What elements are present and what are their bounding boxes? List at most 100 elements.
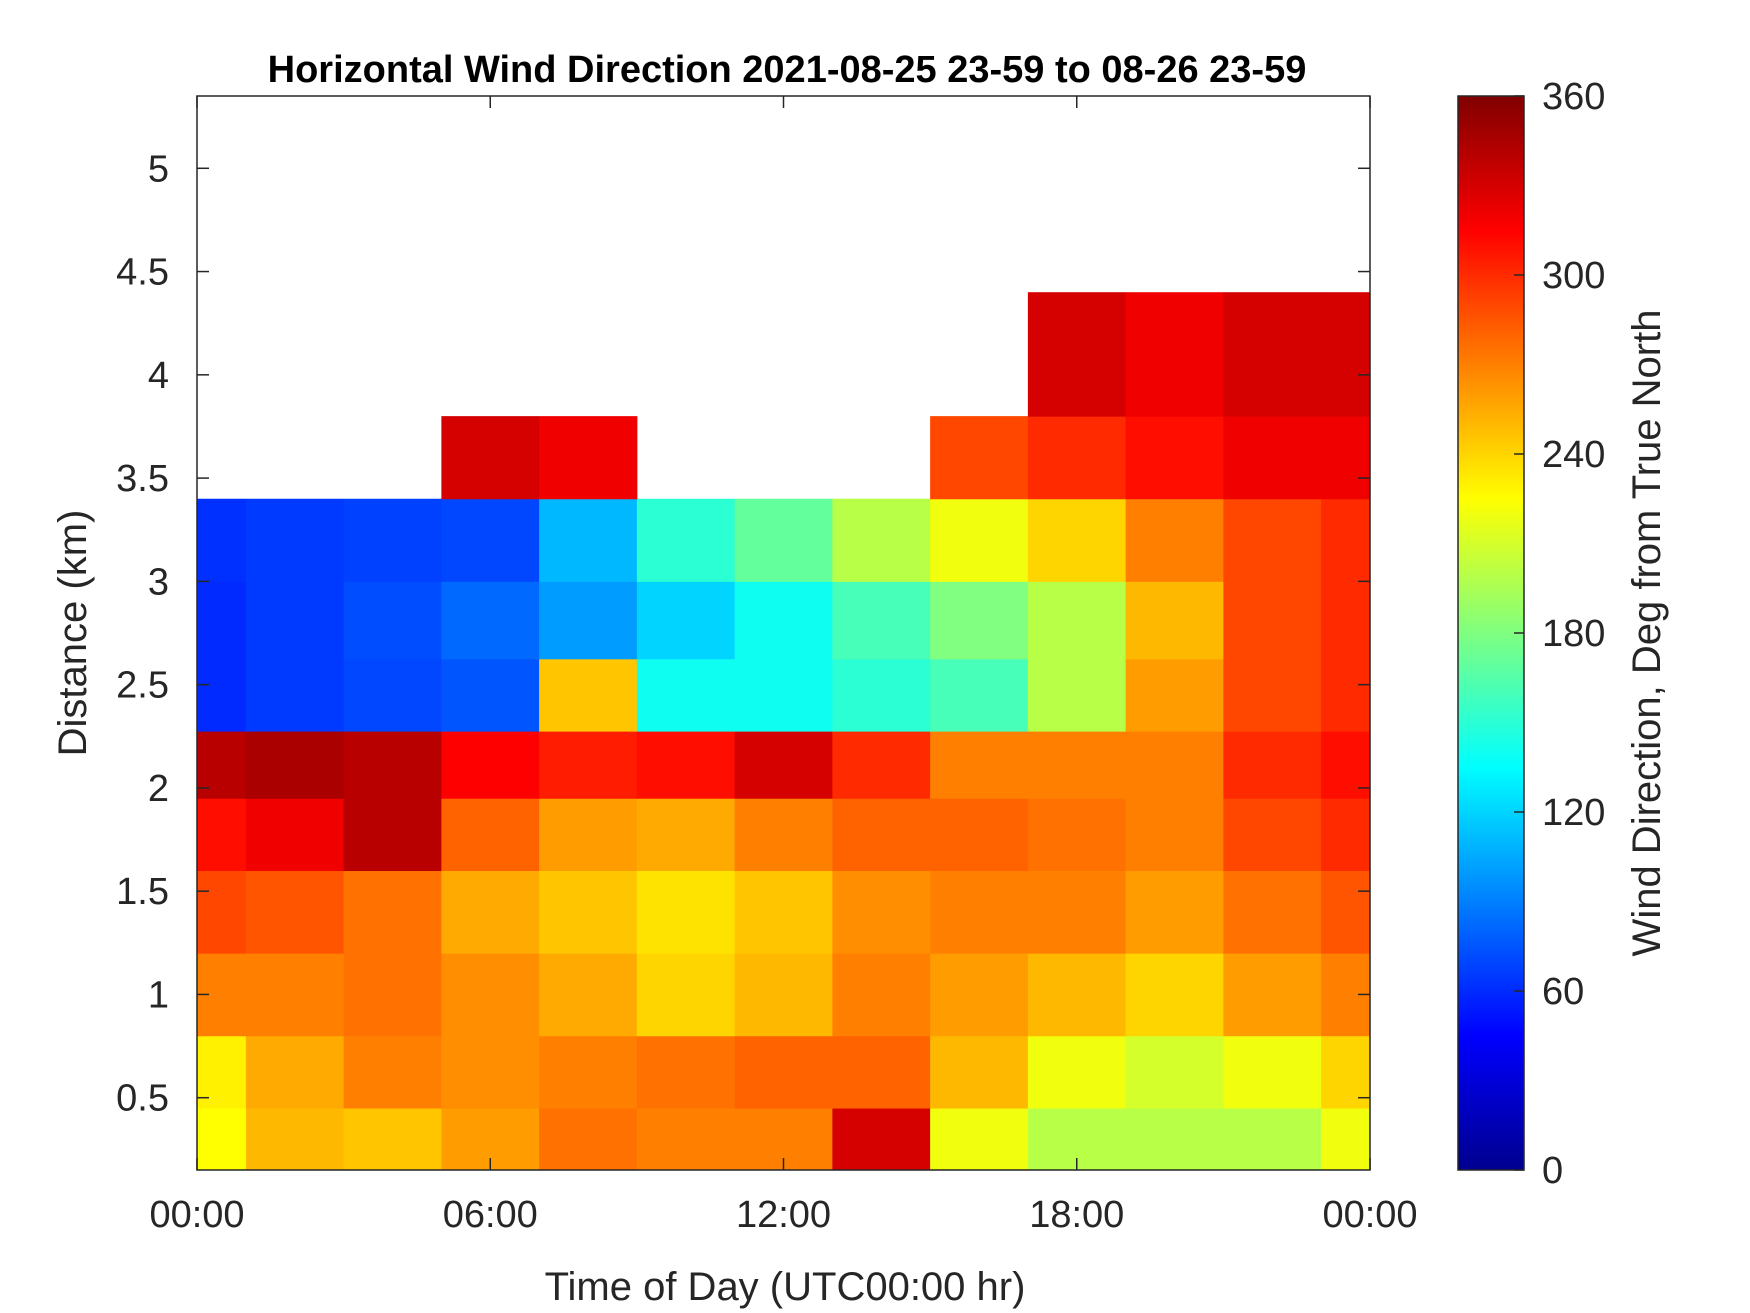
heatmap-cell bbox=[343, 731, 442, 799]
heatmap-cell bbox=[1223, 1108, 1322, 1170]
heatmap-cell bbox=[930, 1035, 1029, 1109]
heatmap-cell bbox=[930, 498, 1029, 582]
y-tick-label: 1 bbox=[148, 974, 169, 1016]
y-tick-label: 3 bbox=[148, 561, 169, 603]
heatmap-cell bbox=[1321, 498, 1370, 582]
heatmap-cell bbox=[1027, 581, 1127, 660]
heatmap-cell bbox=[539, 953, 638, 1037]
heatmap-cell bbox=[1027, 292, 1127, 417]
heatmap-cells bbox=[197, 292, 1370, 1170]
heatmap-cell bbox=[930, 1108, 1029, 1170]
heatmap-cell bbox=[343, 658, 442, 732]
heatmap-cell bbox=[1125, 870, 1224, 954]
y-tick-label: 2 bbox=[148, 768, 169, 810]
heatmap-cell bbox=[441, 870, 540, 954]
heatmap-cell bbox=[539, 870, 638, 954]
heatmap-cell bbox=[245, 1035, 345, 1109]
heatmap-cell bbox=[1125, 1108, 1224, 1170]
heatmap-cell bbox=[245, 731, 345, 799]
colorbar-tick-label: 180 bbox=[1542, 613, 1605, 655]
y-axis: 0.5 1 1.5 2 2.5 3 3.5 4 4.5 5 bbox=[116, 148, 1370, 1120]
heatmap-cell bbox=[636, 953, 736, 1037]
colorbar bbox=[1457, 95, 1525, 1171]
heatmap-cell bbox=[1125, 416, 1224, 500]
heatmap-cell bbox=[539, 498, 638, 582]
heatmap-cell bbox=[1223, 870, 1322, 954]
colorbar-tick-label: 360 bbox=[1542, 76, 1605, 118]
heatmap-cell bbox=[1125, 658, 1224, 732]
y-tick-label: 1.5 bbox=[116, 871, 169, 913]
heatmap-cell bbox=[1125, 731, 1224, 799]
heatmap-cell bbox=[245, 798, 345, 872]
heatmap-cell bbox=[343, 581, 442, 660]
heatmap-cell bbox=[636, 798, 736, 872]
heatmap-cell bbox=[636, 870, 736, 954]
colorbar-tick-label: 240 bbox=[1542, 434, 1605, 476]
heatmap-cell bbox=[539, 1035, 638, 1109]
heatmap-cell bbox=[197, 1108, 247, 1170]
heatmap-cell bbox=[930, 658, 1029, 732]
heatmap-cell bbox=[636, 581, 736, 660]
heatmap-cell bbox=[197, 581, 247, 660]
x-axis-label: Time of Day (UTC00:00 hr) bbox=[545, 1265, 1026, 1309]
y-tick-label: 2.5 bbox=[116, 665, 169, 707]
heatmap-cell bbox=[1027, 498, 1127, 582]
heatmap-cell bbox=[1321, 292, 1370, 417]
heatmap-cell bbox=[1027, 1035, 1127, 1109]
heatmap-cell bbox=[734, 870, 833, 954]
heatmap-cell bbox=[1125, 798, 1224, 872]
heatmap-cell bbox=[1223, 731, 1322, 799]
heatmap-cell bbox=[1321, 658, 1370, 732]
heatmap-cell bbox=[636, 731, 736, 799]
heatmap-cell bbox=[636, 498, 736, 582]
heatmap-cell bbox=[245, 581, 345, 660]
heatmap-cell bbox=[441, 498, 540, 582]
heatmap-cell bbox=[832, 1108, 931, 1170]
colorbar-tick-label: 60 bbox=[1542, 971, 1584, 1013]
heatmap-cell bbox=[1027, 731, 1127, 799]
heatmap-cell bbox=[441, 581, 540, 660]
heatmap-cell bbox=[930, 798, 1029, 872]
x-axis: 00:00 06:00 12:00 18:00 00:00 bbox=[149, 96, 1418, 1236]
y-tick-label: 4.5 bbox=[116, 252, 169, 294]
heatmap-cell bbox=[441, 953, 540, 1037]
heatmap-cell bbox=[832, 870, 931, 954]
heatmap-cell bbox=[1125, 953, 1224, 1037]
heatmap-cell bbox=[539, 581, 638, 660]
chart-title: Horizontal Wind Direction 2021-08-25 23-… bbox=[268, 49, 1307, 91]
x-tick-label: 06:00 bbox=[443, 1194, 538, 1236]
heatmap-cell bbox=[1321, 1035, 1370, 1109]
heatmap-cell bbox=[441, 1035, 540, 1109]
heatmap-cell bbox=[832, 798, 931, 872]
heatmap-cell bbox=[734, 953, 833, 1037]
x-tick-label: 00:00 bbox=[149, 1194, 244, 1236]
heatmap-cell bbox=[245, 953, 345, 1037]
heatmap-cell bbox=[832, 658, 931, 732]
heatmap-cell bbox=[1223, 416, 1322, 500]
colorbar-tick-label: 0 bbox=[1542, 1150, 1563, 1192]
heatmap-cell bbox=[1223, 498, 1322, 582]
heatmap-cell bbox=[734, 581, 833, 660]
heatmap-cell bbox=[245, 870, 345, 954]
heatmap-cell bbox=[539, 1108, 638, 1170]
heatmap-cell bbox=[1027, 953, 1127, 1037]
heatmap-cell bbox=[441, 798, 540, 872]
heatmap-cell bbox=[930, 581, 1029, 660]
heatmap-cell bbox=[930, 953, 1029, 1037]
heatmap-cell bbox=[1321, 416, 1370, 500]
heatmap-cell bbox=[245, 498, 345, 582]
heatmap-cell bbox=[1027, 798, 1127, 872]
heatmap-cell bbox=[636, 1108, 736, 1170]
heatmap-cell bbox=[1027, 870, 1127, 954]
heatmap-cell bbox=[1321, 581, 1370, 660]
heatmap-cell bbox=[1125, 292, 1224, 417]
heatmap-cell bbox=[197, 870, 247, 954]
x-tick-label: 00:00 bbox=[1322, 1194, 1417, 1236]
x-tick-label: 12:00 bbox=[736, 1194, 831, 1236]
heatmap-cell bbox=[197, 798, 247, 872]
y-tick-label: 5 bbox=[148, 148, 169, 190]
y-tick-label: 3.5 bbox=[116, 458, 169, 500]
heatmap-cell bbox=[734, 798, 833, 872]
y-tick-label: 4 bbox=[148, 355, 169, 397]
